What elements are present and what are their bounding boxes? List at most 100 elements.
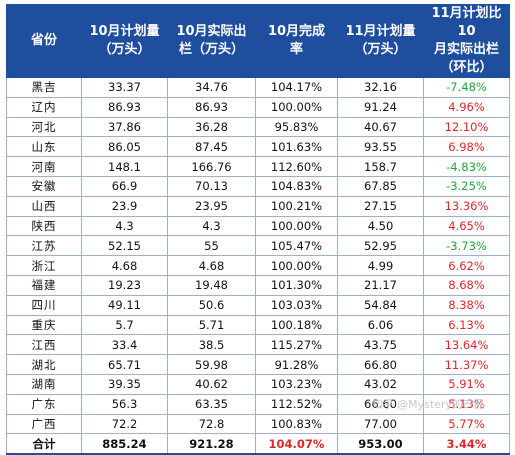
cell-oct-rate: 100.00% [255,215,338,237]
cell-oct-actual: 38.5 [167,334,256,356]
table-row: 陕西 4.3 4.3 100.00% 4.50 4.65% [6,215,510,237]
cell-nov-plan: 27.15 [337,195,424,217]
table-row: 福建 19.23 19.48 101.30% 21.17 8.68% [6,274,510,296]
cell-oct-plan: 39.35 [81,373,168,395]
cell-oct-actual: 55 [167,235,256,257]
header-row: 省份 10月计划量 （万头） 10月实际出 栏（万头） 10月完成率 11月计划量（… [6,4,510,78]
cell-oct-actual: 34.76 [167,77,256,98]
cell-oct-rate: 115.27% [255,334,338,356]
cell-oct-rate: 100.83% [255,413,338,435]
cell-mom: -4.83% [423,156,510,177]
cell-oct-plan: 49.11 [81,294,168,316]
cell-oct-actual: 4.68 [167,255,256,276]
cell-oct-plan: 4.3 [81,215,168,237]
cell-oct-plan: 56.3 [81,393,168,415]
table-row: 黑吉 33.37 34.76 104.17% 32.16 -7.48% [6,77,510,98]
cell-oct-rate: 100.21% [255,195,338,217]
cell-oct-actual: 63.35 [167,393,256,415]
cell-province: 湖南 [6,373,82,395]
cell-oct-rate: 103.23% [255,373,338,395]
cell-province: 山西 [6,195,82,217]
cell-mom: 5.91% [423,373,510,395]
total-row: 合计 885.24 921.28 104.07% 953.00 3.44% [6,433,510,455]
cell-mom: 4.96% [423,96,510,118]
cell-oct-rate: 95.83% [255,116,338,138]
cell-oct-actual: 40.62 [167,373,256,395]
table-row: 河南 148.1 166.76 112.60% 158.7 -4.83% [6,156,510,177]
total-cell-oct-plan: 885.24 [81,433,168,455]
cell-oct-rate: 104.17% [255,77,338,98]
cell-oct-plan: 52.15 [81,235,168,257]
cell-oct-rate: 112.60% [255,156,338,177]
cell-province: 安徽 [6,175,82,197]
cell-nov-plan: 52.95 [337,235,424,257]
header-oct-plan: 10月计划量 （万头） [81,4,168,78]
cell-province: 福建 [6,274,82,296]
cell-nov-plan: 43.75 [337,334,424,356]
cell-mom: 11.37% [423,354,510,375]
header-oct-actual: 10月实际出 栏（万头） [167,4,256,78]
cell-mom: 12.10% [423,116,510,138]
cell-oct-rate: 104.83% [255,175,338,197]
cell-oct-plan: 33.4 [81,334,168,356]
cell-mom: -3.25% [423,175,510,197]
cell-province: 陕西 [6,215,82,237]
table-row: 重庆 5.7 5.71 100.18% 6.06 6.13% [6,314,510,336]
cell-oct-actual: 72.8 [167,413,256,435]
cell-nov-plan: 40.67 [337,116,424,138]
cell-nov-plan: 54.84 [337,294,424,316]
cell-oct-actual: 4.3 [167,215,256,237]
cell-province: 重庆 [6,314,82,336]
table-row: 河北 37.86 36.28 95.83% 40.67 12.10% [6,116,510,138]
cell-oct-plan: 72.2 [81,413,168,435]
total-cell-oct-rate: 104.07% [255,433,338,455]
table-container: 省份 10月计划量 （万头） 10月实际出 栏（万头） 10月完成率 11月计划量（… [6,4,510,455]
cell-oct-plan: 5.7 [81,314,168,336]
cell-nov-plan: 4.99 [337,255,424,276]
cell-mom: -3.73% [423,235,510,257]
cell-province: 辽内 [6,96,82,118]
header-nov-plan: 11月计划量 （万头） [337,4,424,78]
total-cell-oct-actual: 921.28 [167,433,256,455]
cell-oct-plan: 66.9 [81,175,168,197]
cell-nov-plan: 4.50 [337,215,424,237]
table-row: 广西 72.2 72.8 100.83% 77.00 5.77% [6,413,510,435]
cell-oct-plan: 19.23 [81,274,168,296]
cell-mom: 5.77% [423,413,510,435]
cell-mom: 8.38% [423,294,510,316]
cell-nov-plan: 67.85 [337,175,424,197]
cell-nov-plan: 66.80 [337,354,424,375]
table-row: 山西 23.9 23.95 100.21% 27.15 13.36% [6,195,510,217]
table-row: 湖南 39.35 40.62 103.23% 43.02 5.91% [6,373,510,395]
cell-province: 湖北 [6,354,82,375]
cell-nov-plan: 21.17 [337,274,424,296]
table-row: 山东 86.05 87.45 101.63% 93.55 6.98% [6,136,510,158]
total-cell-nov-plan: 953.00 [337,433,424,455]
cell-nov-plan: 66.60 [337,393,424,415]
cell-oct-actual: 87.45 [167,136,256,158]
cell-mom: 8.68% [423,274,510,296]
cell-oct-plan: 86.93 [81,96,168,118]
cell-nov-plan: 43.02 [337,373,424,395]
cell-province: 河南 [6,156,82,177]
table-row: 四川 49.11 50.6 103.03% 54.84 8.38% [6,294,510,316]
table-row: 江西 33.4 38.5 115.27% 43.75 13.64% [6,334,510,356]
cell-oct-rate: 112.52% [255,393,338,415]
cell-mom: 13.64% [423,334,510,356]
cell-oct-actual: 59.98 [167,354,256,375]
cell-oct-rate: 91.28% [255,354,338,375]
watermark: 知乎 @Mystery的产品 [371,398,485,411]
cell-nov-plan: 91.24 [337,96,424,118]
header-province: 省份 [6,4,82,78]
cell-mom: -7.48% [423,77,510,98]
cell-nov-plan: 77.00 [337,413,424,435]
cell-oct-actual: 86.93 [167,96,256,118]
cell-oct-actual: 36.28 [167,116,256,138]
cell-oct-rate: 101.63% [255,136,338,158]
hog-slaughter-table: 省份 10月计划量 （万头） 10月实际出 栏（万头） 10月完成率 11月计划量（… [6,4,510,455]
cell-province: 广东 [6,393,82,415]
cell-oct-plan: 23.9 [81,195,168,217]
cell-province: 河北 [6,116,82,138]
cell-oct-actual: 166.76 [167,156,256,177]
cell-oct-actual: 70.13 [167,175,256,197]
